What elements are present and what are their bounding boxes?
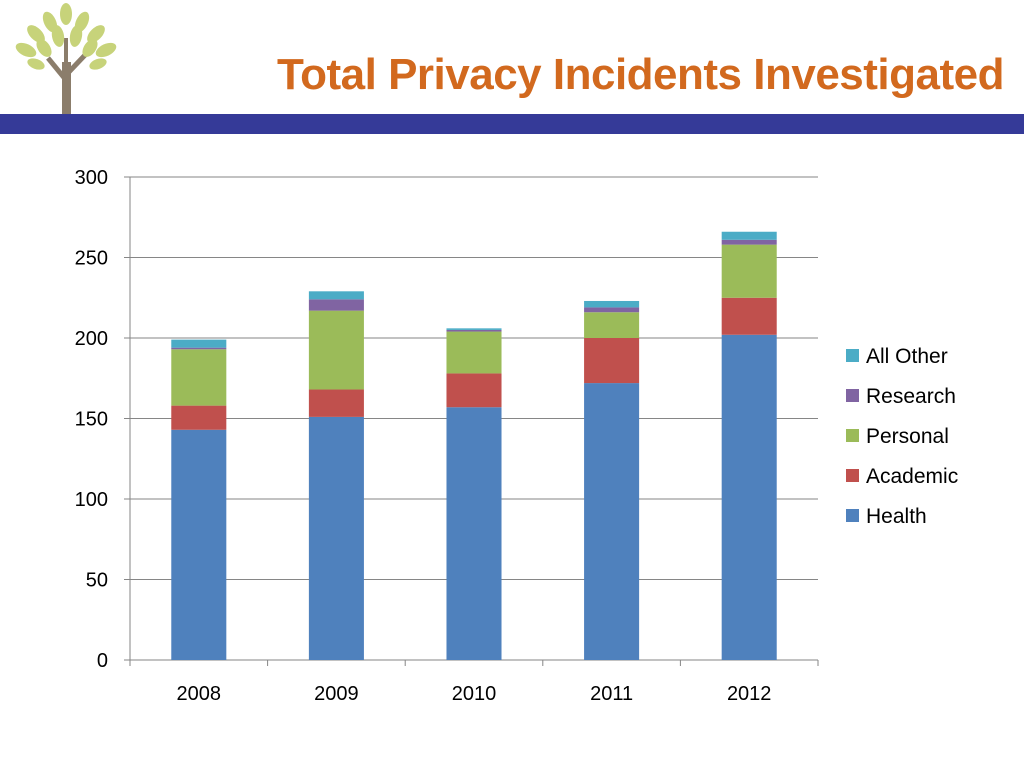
bar-personal-2012 [721,244,777,298]
bar-health-2010 [446,407,502,660]
legend-swatch [846,469,859,482]
bar-personal-2010 [446,331,502,374]
y-tick-label: 0 [97,650,108,672]
bar-academic-2012 [721,297,777,335]
bar-research-2009 [308,299,364,311]
y-tick-label: 300 [75,167,108,189]
bar-all-other-2011 [584,300,640,308]
bar-all-other-2012 [721,231,777,240]
x-tick-label: 2012 [727,683,772,705]
y-tick-label: 250 [75,248,108,270]
bar-personal-2008 [171,349,227,406]
legend: All Other Research Personal Academic Health [846,345,958,528]
bar-all-other-2010 [446,328,502,330]
x-tick-label: 2010 [452,683,497,705]
bars [171,231,777,660]
y-axis-ticks: 0 50 100 150 200 250 300 [75,167,108,672]
legend-label: Academic [866,465,958,488]
bar-research-2010 [446,329,502,332]
bar-academic-2010 [446,373,502,408]
legend-label: Research [866,385,956,408]
header-band [0,114,1024,134]
y-tick-label: 100 [75,489,108,511]
bar-all-other-2008 [171,339,227,348]
legend-swatch [846,509,859,522]
y-tick-label: 150 [75,409,108,431]
bar-research-2008 [171,347,227,350]
bar-research-2012 [721,239,777,245]
legend-label: Personal [866,425,949,448]
bar-health-2009 [308,416,364,660]
bar-academic-2011 [584,338,640,384]
bar-personal-2011 [584,312,640,338]
y-tick-label: 200 [75,328,108,350]
bar-academic-2009 [308,389,364,417]
x-tick-label: 2008 [177,683,222,705]
x-tick-label: 2009 [314,683,359,705]
x-tick-label: 2011 [590,683,633,705]
legend-swatch [846,429,859,442]
legend-label: All Other [866,345,948,368]
bar-health-2008 [171,429,227,660]
bar-academic-2008 [171,405,227,430]
bar-health-2011 [584,383,640,660]
bar-personal-2009 [308,310,364,390]
legend-swatch [846,389,859,402]
bar-health-2012 [721,334,777,660]
y-tick-label: 50 [86,570,108,592]
legend-label: Health [866,505,927,528]
bar-research-2011 [584,307,640,313]
x-axis-ticks: 2008 2009 2010 2011 2012 [177,683,772,705]
legend-swatch [846,349,859,362]
bar-all-other-2009 [308,291,364,300]
page-title: Total Privacy Incidents Investigated [277,50,1004,99]
tree-icon [15,3,117,114]
